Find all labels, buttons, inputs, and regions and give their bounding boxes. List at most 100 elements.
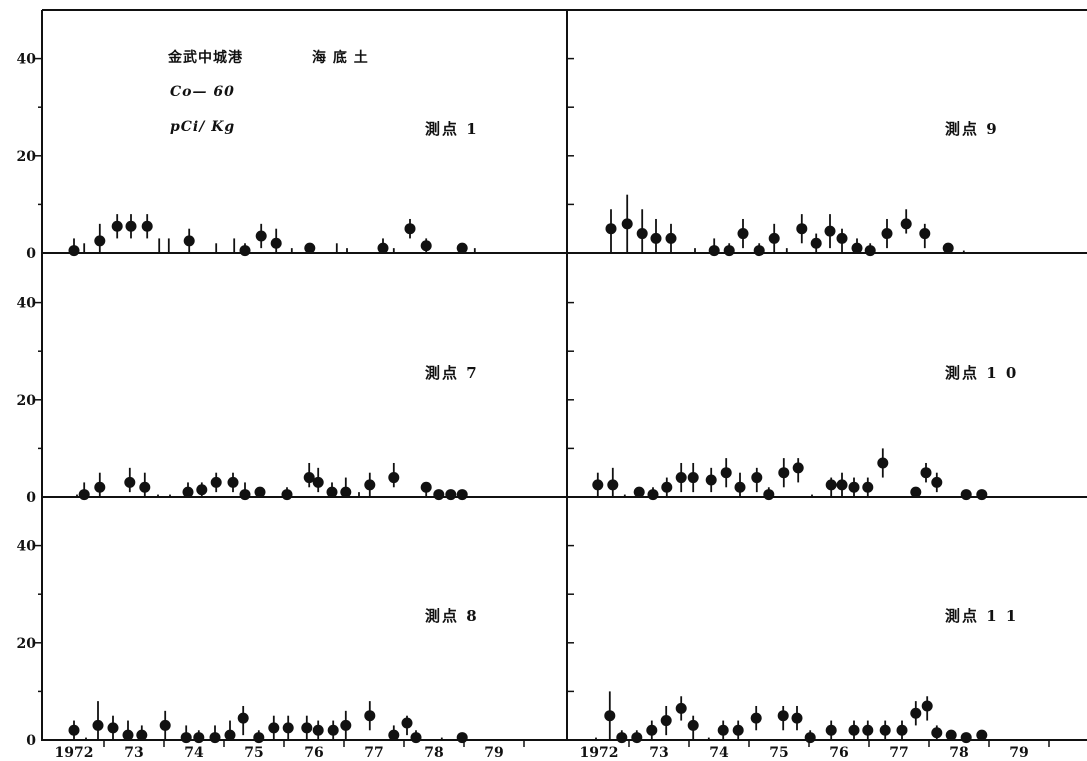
data-point [720,467,732,479]
data-point [825,724,837,736]
panel-label: 測点 8 [425,607,479,625]
y-tick-label: 40 [17,52,37,68]
data-point [312,476,324,488]
data-point [107,722,119,734]
data-point [456,732,468,744]
panel-3: 測点 7 [76,364,477,501]
data-point [920,467,932,479]
data-point [388,729,400,741]
data-point [253,732,265,744]
data-point [723,245,735,257]
data-point [675,472,687,484]
data-point [921,700,933,712]
data-point [705,474,717,486]
nuclide-label: Co— 60 [170,84,235,100]
data-point [879,724,891,736]
panel-1: 測点 1 [68,120,479,257]
data-point [647,489,659,501]
data-point [942,242,954,254]
data-point [304,242,316,254]
data-point [182,486,194,498]
x-tick-label: 73 [649,745,668,761]
header-block: 金武中城港 海 底 土 Co— 60 pCi/ Kg [167,49,368,135]
data-point [796,223,808,235]
data-point [456,489,468,501]
data-point [919,228,931,240]
data-point [896,724,908,736]
x-tick-label: 75 [769,745,788,761]
data-point [401,717,413,729]
data-point [960,732,972,744]
data-point [456,242,468,254]
data-point [616,732,628,744]
data-point [210,476,222,488]
data-point [78,489,90,501]
data-point [364,710,376,722]
data-point [196,484,208,496]
x-tick-label: 77 [364,745,383,761]
data-point [159,719,171,731]
data-point [931,727,943,739]
data-point [224,729,236,741]
data-point [326,486,338,498]
data-point [825,479,837,491]
x-tick-label: 78 [424,745,443,761]
data-point [650,232,662,244]
x-tick-label: 77 [889,745,908,761]
data-point [851,242,863,254]
data-point [791,712,803,724]
data-point [209,732,221,744]
data-point [237,712,249,724]
data-point [607,479,619,491]
x-tick-label: 75 [244,745,263,761]
data-point [732,724,744,736]
panel-label: 測点 1 1 [945,607,1018,625]
data-point [750,712,762,724]
x-tick-label: 76 [304,745,323,761]
panel-label: 測点 1 [425,120,479,138]
data-point [768,232,780,244]
data-point [122,729,134,741]
y-tick-label: 0 [26,733,36,749]
data-point [183,235,195,247]
x-tick-label: 78 [949,745,968,761]
x-tick-label: 74 [709,745,729,761]
data-point [420,240,432,252]
data-point [433,489,445,501]
data-point [281,489,293,501]
data-point [282,722,294,734]
data-point [687,719,699,731]
unit-label: pCi/ Kg [170,119,235,135]
data-point [753,245,765,257]
panels: 測点 1 測点 9 測点 7 測点 1 0 測点 8 測点 1 1 [68,120,1018,744]
data-point [675,702,687,714]
y-tick-label: 20 [17,636,37,652]
data-point [364,479,376,491]
panel-label: 測点 9 [945,120,999,138]
data-point [239,245,251,257]
data-point [193,732,205,744]
data-point [792,462,804,474]
data-point [340,486,352,498]
data-point [708,245,720,257]
data-point [94,481,106,493]
data-point [877,457,889,469]
data-point [777,710,789,722]
site-label: 金武中城港 [167,49,243,66]
data-point [633,486,645,498]
data-point [141,220,153,232]
data-point [92,719,104,731]
x-tick-label: 79 [484,745,503,761]
data-point [239,489,251,501]
data-point [111,220,123,232]
data-point [124,476,136,488]
y-tick-label: 40 [17,539,37,555]
data-point [665,232,677,244]
panel-5: 測点 8 [68,607,479,744]
data-point [636,228,648,240]
axis-ticks: 0 20 40 0 20 40 0 20 40 1972 73 74 75 76 77 78 79 1972 73 7… [17,52,1050,761]
y-tick-label: 20 [17,393,37,409]
data-point [848,481,860,493]
panel-6: 測点 1 1 [595,607,1018,744]
